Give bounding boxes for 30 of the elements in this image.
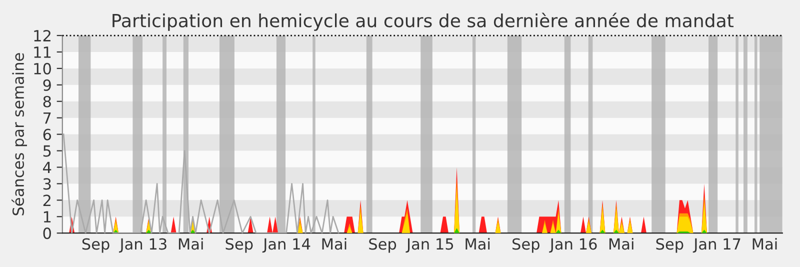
y-tick-label: 6 xyxy=(43,128,52,140)
x-tick-label: Mai xyxy=(752,238,777,250)
y-tick-label: 10 xyxy=(34,62,51,74)
x-tick-label: Mai xyxy=(466,238,490,250)
x-tick-label: Jan 17 xyxy=(692,238,740,253)
x-tick-label: Mai xyxy=(178,238,203,250)
y-tick-label: 5 xyxy=(43,145,51,157)
chart-title: Participation en hemicycle au cours de sa dernière année de mandat xyxy=(112,12,734,31)
y-tick-label: 0 xyxy=(43,228,51,240)
x-tick-label: Jan 15 xyxy=(406,238,454,253)
x-tick-label: Mai xyxy=(322,238,346,250)
x-tick-label: Sep xyxy=(369,238,396,253)
x-tick-label: Jan 16 xyxy=(549,238,597,253)
x-tick-label: Mai xyxy=(609,238,634,250)
y-tick-label: 12 xyxy=(34,30,50,42)
y-tick-label: 11 xyxy=(34,46,51,58)
y-tick-label: 2 xyxy=(43,194,50,206)
y-tick-label: 3 xyxy=(43,178,51,190)
y-axis-title: Séances par semaine xyxy=(12,53,27,216)
x-tick-label: Jan 13 xyxy=(118,238,166,253)
y-tick-label: 9 xyxy=(43,79,51,91)
x-tick-label: Sep xyxy=(226,238,253,253)
x-tick-label: Sep xyxy=(82,238,110,253)
y-tick-label: 7 xyxy=(44,112,51,124)
y-tick-label: 8 xyxy=(43,96,51,108)
x-tick-label: Jan 14 xyxy=(262,238,310,253)
x-tick-label: Sep xyxy=(656,238,684,253)
x-tick-label: Sep xyxy=(512,238,540,253)
y-tick-label: 1 xyxy=(44,211,51,222)
y-tick-label: 4 xyxy=(43,162,52,174)
